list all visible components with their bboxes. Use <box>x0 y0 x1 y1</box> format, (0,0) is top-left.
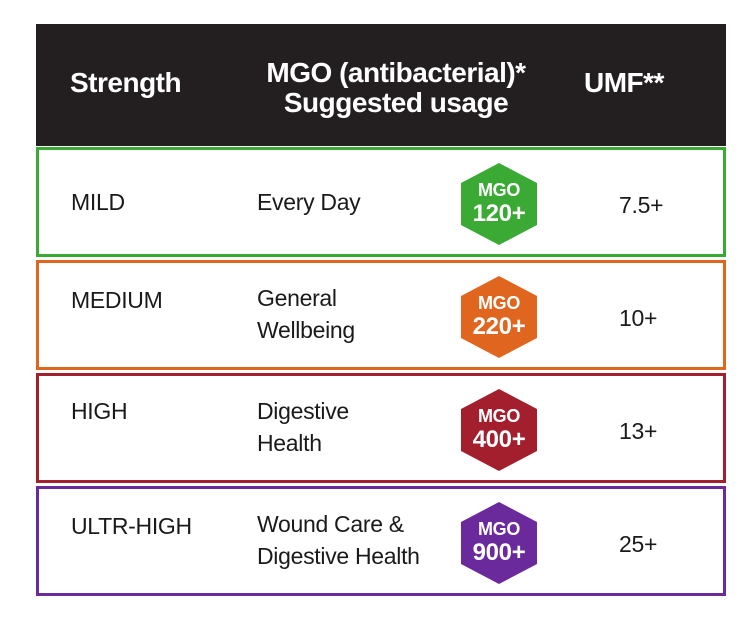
row-strength: MILD <box>71 189 125 215</box>
table-row-high: HIGH Digestive Health MGO 400+ 13+ <box>36 373 726 483</box>
row-strength: ULTR-HIGH <box>71 513 192 539</box>
badge-value: 220+ <box>472 313 526 340</box>
table-header: Strength MGO (antibacterial)* Suggested … <box>36 24 726 146</box>
badge-value: 900+ <box>472 539 526 566</box>
badge-label: MGO <box>477 519 521 539</box>
mgo-hexagon-badge: MGO 220+ <box>457 275 541 359</box>
row-umf: 25+ <box>619 531 658 557</box>
mgo-hexagon-badge: MGO 900+ <box>457 501 541 585</box>
row-umf: 10+ <box>619 305 658 331</box>
row-usage-line1: General <box>257 285 337 311</box>
hexagon-icon <box>461 163 537 245</box>
header-mgo: MGO (antibacterial)* <box>266 57 526 88</box>
badge-label: MGO <box>477 293 521 313</box>
table-row-medium: MEDIUM General Wellbeing MGO 220+ 10+ <box>36 260 726 370</box>
row-usage-line1: Digestive <box>257 398 349 424</box>
row-strength: MEDIUM <box>71 287 163 313</box>
mgo-hexagon-badge: MGO 400+ <box>457 388 541 472</box>
row-usage-line1: Every Day <box>257 189 361 215</box>
row-usage-line2: Digestive Health <box>257 543 420 569</box>
table-row-mild: MILD Every Day MGO 120+ 7.5+ <box>36 147 726 257</box>
row-usage-line2: Health <box>257 430 322 456</box>
table-row-ultra-high: ULTR-HIGH Wound Care & Digestive Health … <box>36 486 726 596</box>
header-umf: UMF** <box>584 67 664 98</box>
header-strength: Strength <box>70 67 182 98</box>
badge-value: 120+ <box>472 200 526 227</box>
row-usage-line2: Wellbeing <box>257 317 355 343</box>
mgo-strength-table: Strength MGO (antibacterial)* Suggested … <box>36 24 726 596</box>
badge-label: MGO <box>477 406 521 426</box>
row-usage-line1: Wound Care & <box>257 511 404 537</box>
mgo-hexagon-badge: MGO 120+ <box>457 162 541 246</box>
badge-value: 400+ <box>472 426 526 453</box>
hexagon-icon <box>461 389 537 471</box>
hexagon-icon <box>461 502 537 584</box>
hexagon-icon <box>461 276 537 358</box>
row-strength: HIGH <box>71 398 128 424</box>
row-umf: 13+ <box>619 418 658 444</box>
row-umf: 7.5+ <box>619 192 664 218</box>
badge-label: MGO <box>477 180 521 200</box>
header-usage: Suggested usage <box>283 87 509 118</box>
